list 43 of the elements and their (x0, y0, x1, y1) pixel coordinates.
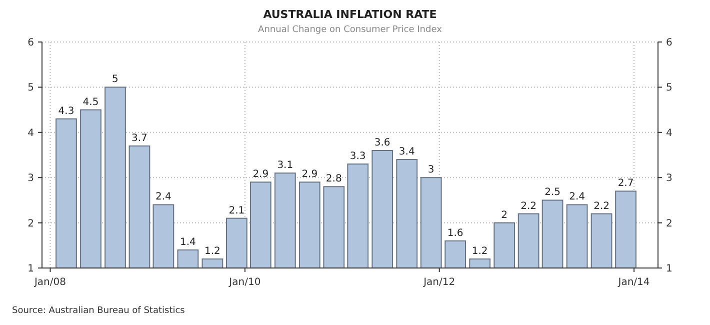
chart-title: AUSTRALIA INFLATION RATE (263, 8, 437, 21)
chart-subtitle: Annual Change on Consumer Price Index (258, 25, 443, 35)
data-label: 2.9 (252, 169, 269, 180)
data-label: 2 (501, 210, 508, 221)
data-label: 2.8 (326, 174, 342, 185)
data-label: 2.9 (302, 169, 318, 180)
y-tick-label: 6 (28, 38, 34, 48)
y-tick-label: 3 (28, 173, 34, 184)
data-label: 1.6 (447, 228, 464, 239)
x-tick-label: Jan/14 (617, 277, 650, 288)
data-label: 2.4 (569, 192, 585, 203)
data-label: 2.2 (594, 200, 610, 212)
y-tick-label: 2 (28, 218, 34, 230)
y2-tick-label: 4 (666, 128, 672, 139)
data-label: 3.7 (132, 132, 148, 144)
y-tick-label: 1 (28, 264, 34, 274)
data-label: 1.2 (472, 246, 488, 257)
source-note: Source: Australian Bureau of Statistics (12, 306, 186, 316)
data-label: 3 (428, 164, 434, 176)
data-label: 1.2 (204, 246, 220, 257)
data-label: 2.1 (228, 205, 245, 216)
data-label: 3.3 (350, 151, 366, 162)
x-tick-label: Jan/12 (422, 277, 456, 288)
data-label: 5 (112, 74, 118, 86)
data-label: 4.5 (82, 96, 99, 108)
y2-tick-label: 5 (666, 82, 672, 94)
data-label: 2.4 (155, 192, 172, 203)
y-tick-label: 5 (28, 82, 34, 94)
x-tick-label: Jan/10 (228, 277, 261, 288)
y2-tick-label: 6 (666, 38, 672, 48)
data-label: 2.2 (520, 200, 537, 212)
data-label: 3.4 (398, 146, 415, 158)
y2-tick-label: 1 (666, 264, 672, 274)
y2-tick-label: 3 (666, 173, 672, 184)
data-label: 1.4 (180, 236, 196, 248)
x-tick-label: Jan/08 (34, 277, 66, 288)
data-label: 3.1 (277, 160, 294, 172)
data-label: 4.3 (58, 106, 74, 117)
y-tick-label: 4 (28, 128, 34, 139)
y2-tick-label: 2 (666, 218, 672, 230)
data-label: 3.6 (374, 137, 390, 148)
data-label: 2.7 (618, 178, 634, 190)
data-label: 2.5 (544, 187, 560, 198)
